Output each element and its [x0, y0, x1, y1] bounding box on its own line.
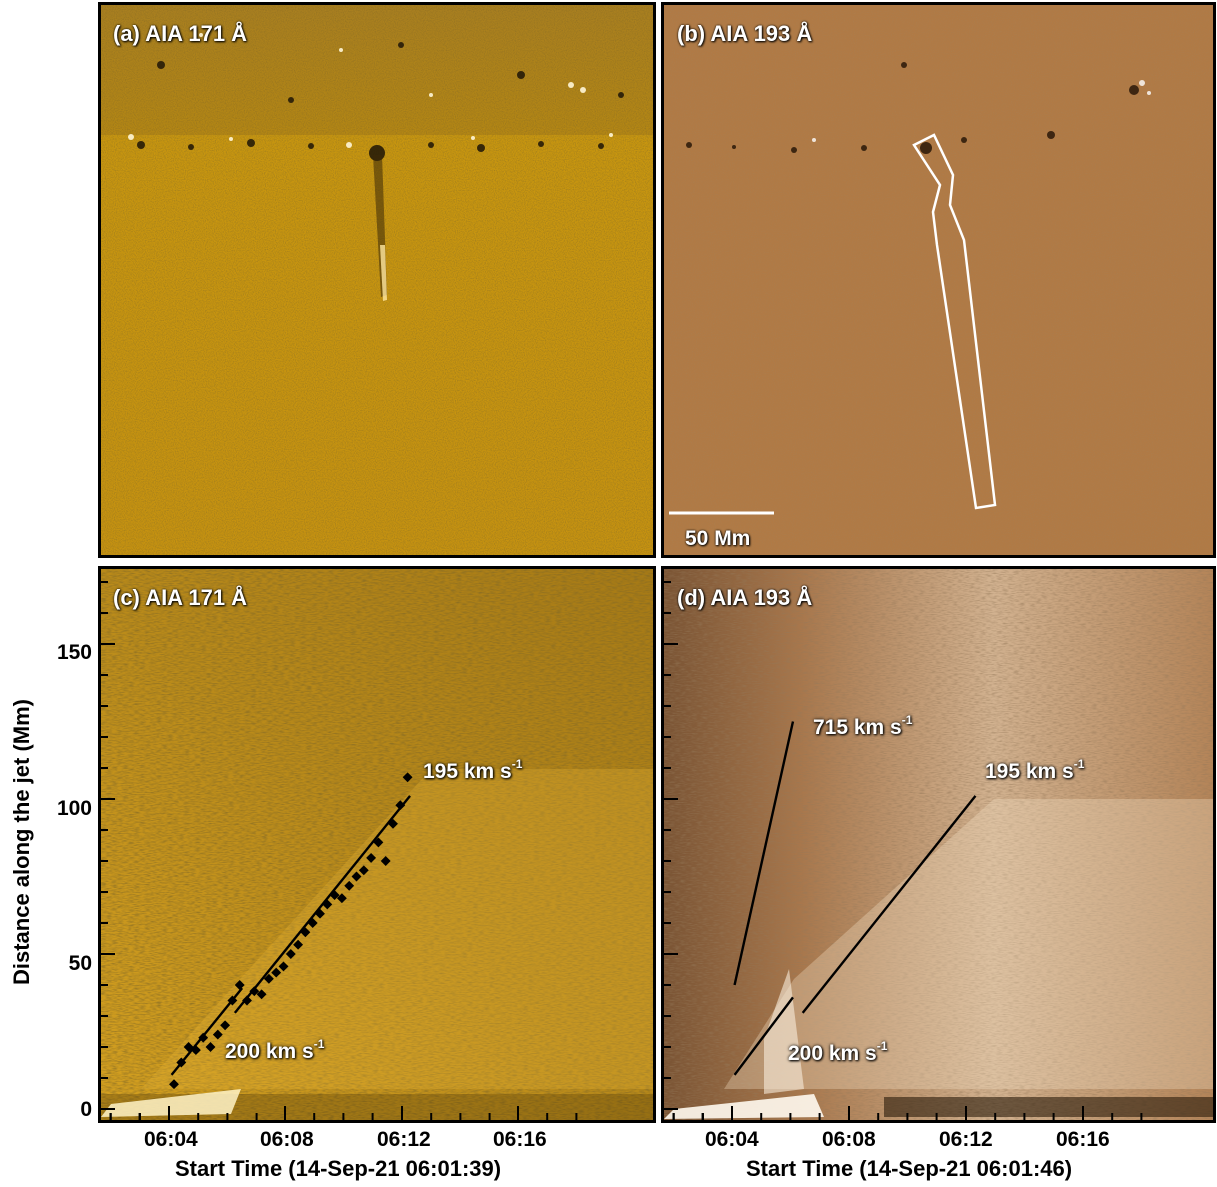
x-tick-label: 06:16	[493, 1128, 547, 1151]
panel-b-aia193-image: (b) AIA 193 Å 50 Mm	[661, 2, 1216, 558]
y-tick-label: 100	[56, 797, 92, 820]
aia171-timedistance-map	[101, 569, 653, 1120]
data-point	[380, 856, 391, 866]
data-point	[300, 927, 311, 938]
jet-slit-outline	[912, 133, 997, 510]
data-point	[249, 986, 260, 997]
x-tick-label: 06:12	[377, 1128, 431, 1151]
x-tick-label: 06:16	[1056, 1128, 1110, 1151]
speed-label-195: 195 km s-1	[985, 757, 1085, 783]
x-axis-title-c: Start Time (14-Sep-21 06:01:39)	[175, 1156, 502, 1181]
panel-d-label: (d) AIA 193 Å	[677, 585, 813, 610]
aia193-image	[664, 5, 1213, 555]
panel-c-label: (c) AIA 171 Å	[113, 585, 248, 610]
y-axis-title: Distance along the jet (Mm)	[9, 698, 34, 986]
data-point	[358, 865, 369, 876]
x-tick-label: 06:08	[260, 1128, 314, 1151]
data-point	[256, 989, 267, 1000]
data-point	[344, 880, 355, 891]
panel-d-aia193-timedistance: (d) AIA 193 Å 715 km s-1 195 km s-1 200 …	[661, 566, 1216, 1123]
speed-label-195: 195 km s-1	[423, 757, 523, 783]
panel-a-label: (a) AIA 171 Å	[113, 21, 248, 46]
data-point	[205, 1042, 216, 1052]
x-tick-label: 06:08	[822, 1128, 876, 1151]
y-tick-label: 50	[68, 952, 92, 975]
panel-a-aia171-image: (a) AIA 171 Å	[98, 2, 656, 558]
data-point	[227, 995, 238, 1006]
y-tick-label: 0	[80, 1098, 92, 1121]
aia171-image	[101, 5, 653, 555]
x-tick-label: 06:04	[144, 1128, 198, 1151]
data-point	[263, 973, 274, 984]
data-point	[234, 980, 245, 990]
y-tick-label: 150	[56, 641, 92, 664]
limb-activity	[101, 5, 653, 161]
data-point	[322, 899, 333, 910]
data-point	[212, 1029, 223, 1040]
fit-line-715	[733, 721, 795, 986]
speed-label-200: 200 km s-1	[788, 1039, 888, 1065]
data-point	[271, 967, 282, 978]
data-point	[307, 918, 318, 928]
speed-label-715: 715 km s-1	[813, 713, 913, 739]
speed-label-200: 200 km s-1	[225, 1037, 325, 1063]
x-tick-label: 06:04	[705, 1128, 759, 1151]
scale-bar-label: 50 Mm	[685, 527, 751, 550]
data-point	[315, 908, 325, 919]
data-point	[293, 939, 304, 950]
panel-c-aia171-timedistance: (c) AIA 171 Å 195 km s-1 200 km s-1	[98, 566, 656, 1123]
fit-line-195	[801, 795, 977, 1014]
x-axis-title-d: Start Time (14-Sep-21 06:01:46)	[746, 1156, 1073, 1181]
data-point	[183, 1042, 194, 1052]
data-point	[366, 852, 377, 863]
x-tick-label: 06:12	[939, 1128, 993, 1151]
data-point	[176, 1057, 187, 1068]
aia193-timedistance-map	[664, 569, 1213, 1120]
data-point	[242, 995, 252, 1006]
panel-b-label: (b) AIA 193 Å	[677, 21, 813, 46]
fit-line-200	[733, 996, 794, 1076]
data-point	[285, 949, 296, 959]
limb-activity	[686, 62, 1139, 154]
data-point	[336, 893, 347, 904]
data-point	[373, 837, 384, 848]
data-point	[351, 871, 362, 882]
